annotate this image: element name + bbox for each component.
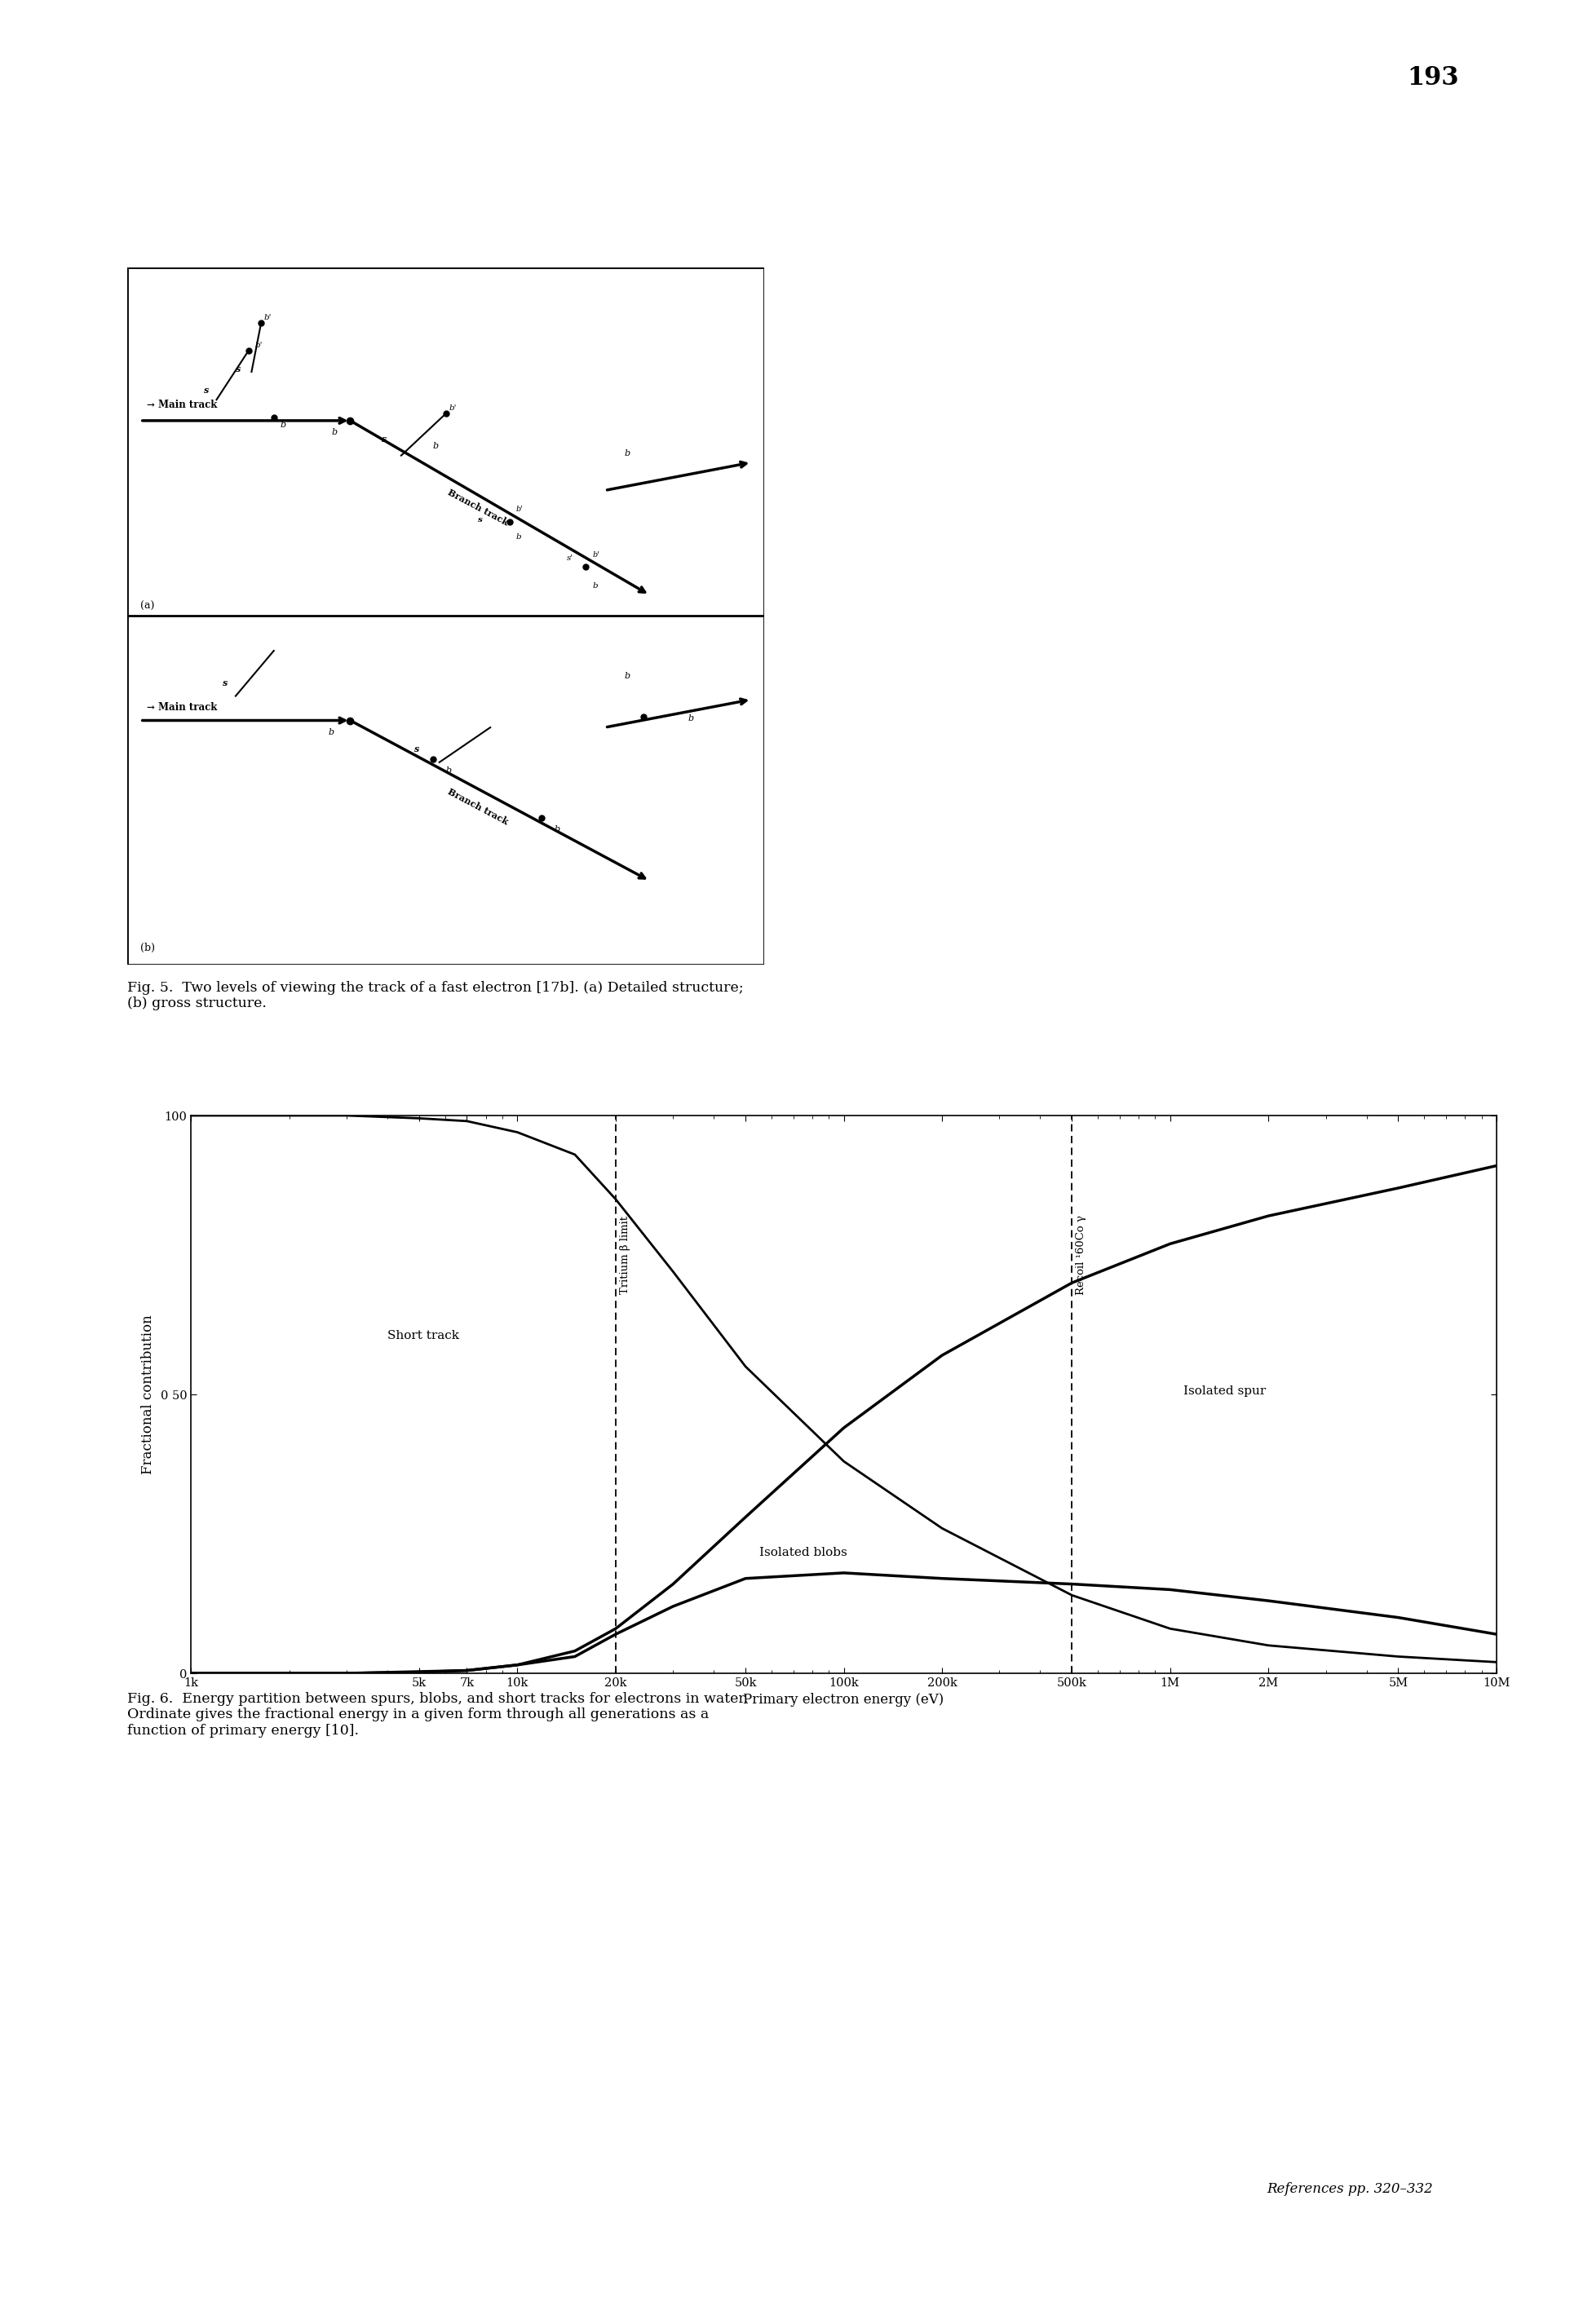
Text: (b): (b) [140,941,154,953]
Text: s: s [204,386,209,395]
Text: s: s [478,516,482,523]
Text: Isolated spur: Isolated spur [1183,1385,1266,1397]
Text: s': s' [567,555,573,562]
Text: b: b [592,583,597,590]
Text: b': b' [449,404,457,411]
Text: References pp. 320–332: References pp. 320–332 [1267,2182,1433,2196]
Text: b: b [331,428,338,437]
Text: → Main track: → Main track [146,702,217,713]
X-axis label: Primary electron energy (eV): Primary electron energy (eV) [743,1694,944,1708]
Text: b: b [688,713,694,723]
Text: b': b' [592,551,600,558]
Text: Short track: Short track [387,1329,460,1341]
Text: b: b [328,727,334,737]
Text: b': b' [255,342,263,349]
Text: (a): (a) [140,600,154,611]
Text: Recoil ¹60Co γ: Recoil ¹60Co γ [1076,1215,1087,1294]
Text: Tritium β limit: Tritium β limit [619,1215,630,1294]
Text: s: s [382,435,387,444]
Text: b: b [624,672,630,681]
Text: s: s [414,744,419,753]
Text: s: s [236,365,240,374]
Text: → Main track: → Main track [146,400,217,411]
Text: b: b [516,535,521,541]
Text: b: b [280,421,287,430]
Text: b: b [554,825,560,834]
Text: b': b' [264,314,272,321]
Text: b: b [446,767,452,774]
Text: Branch track: Branch track [446,488,509,528]
Text: b': b' [516,507,524,514]
Text: Fig. 5.  Two levels of viewing the track of a fast electron [17b]. (a) Detailed : Fig. 5. Two levels of viewing the track … [127,981,743,1011]
Text: b: b [624,449,630,458]
Text: Isolated blobs: Isolated blobs [759,1548,847,1559]
Text: Branch track: Branch track [446,788,509,827]
Text: s: s [223,679,228,688]
Text: Fig. 6.  Energy partition between spurs, blobs, and short tracks for electrons i: Fig. 6. Energy partition between spurs, … [127,1692,748,1738]
Y-axis label: Fractional contribution: Fractional contribution [142,1315,154,1473]
Text: b: b [433,442,439,451]
Text: 193: 193 [1407,65,1458,91]
